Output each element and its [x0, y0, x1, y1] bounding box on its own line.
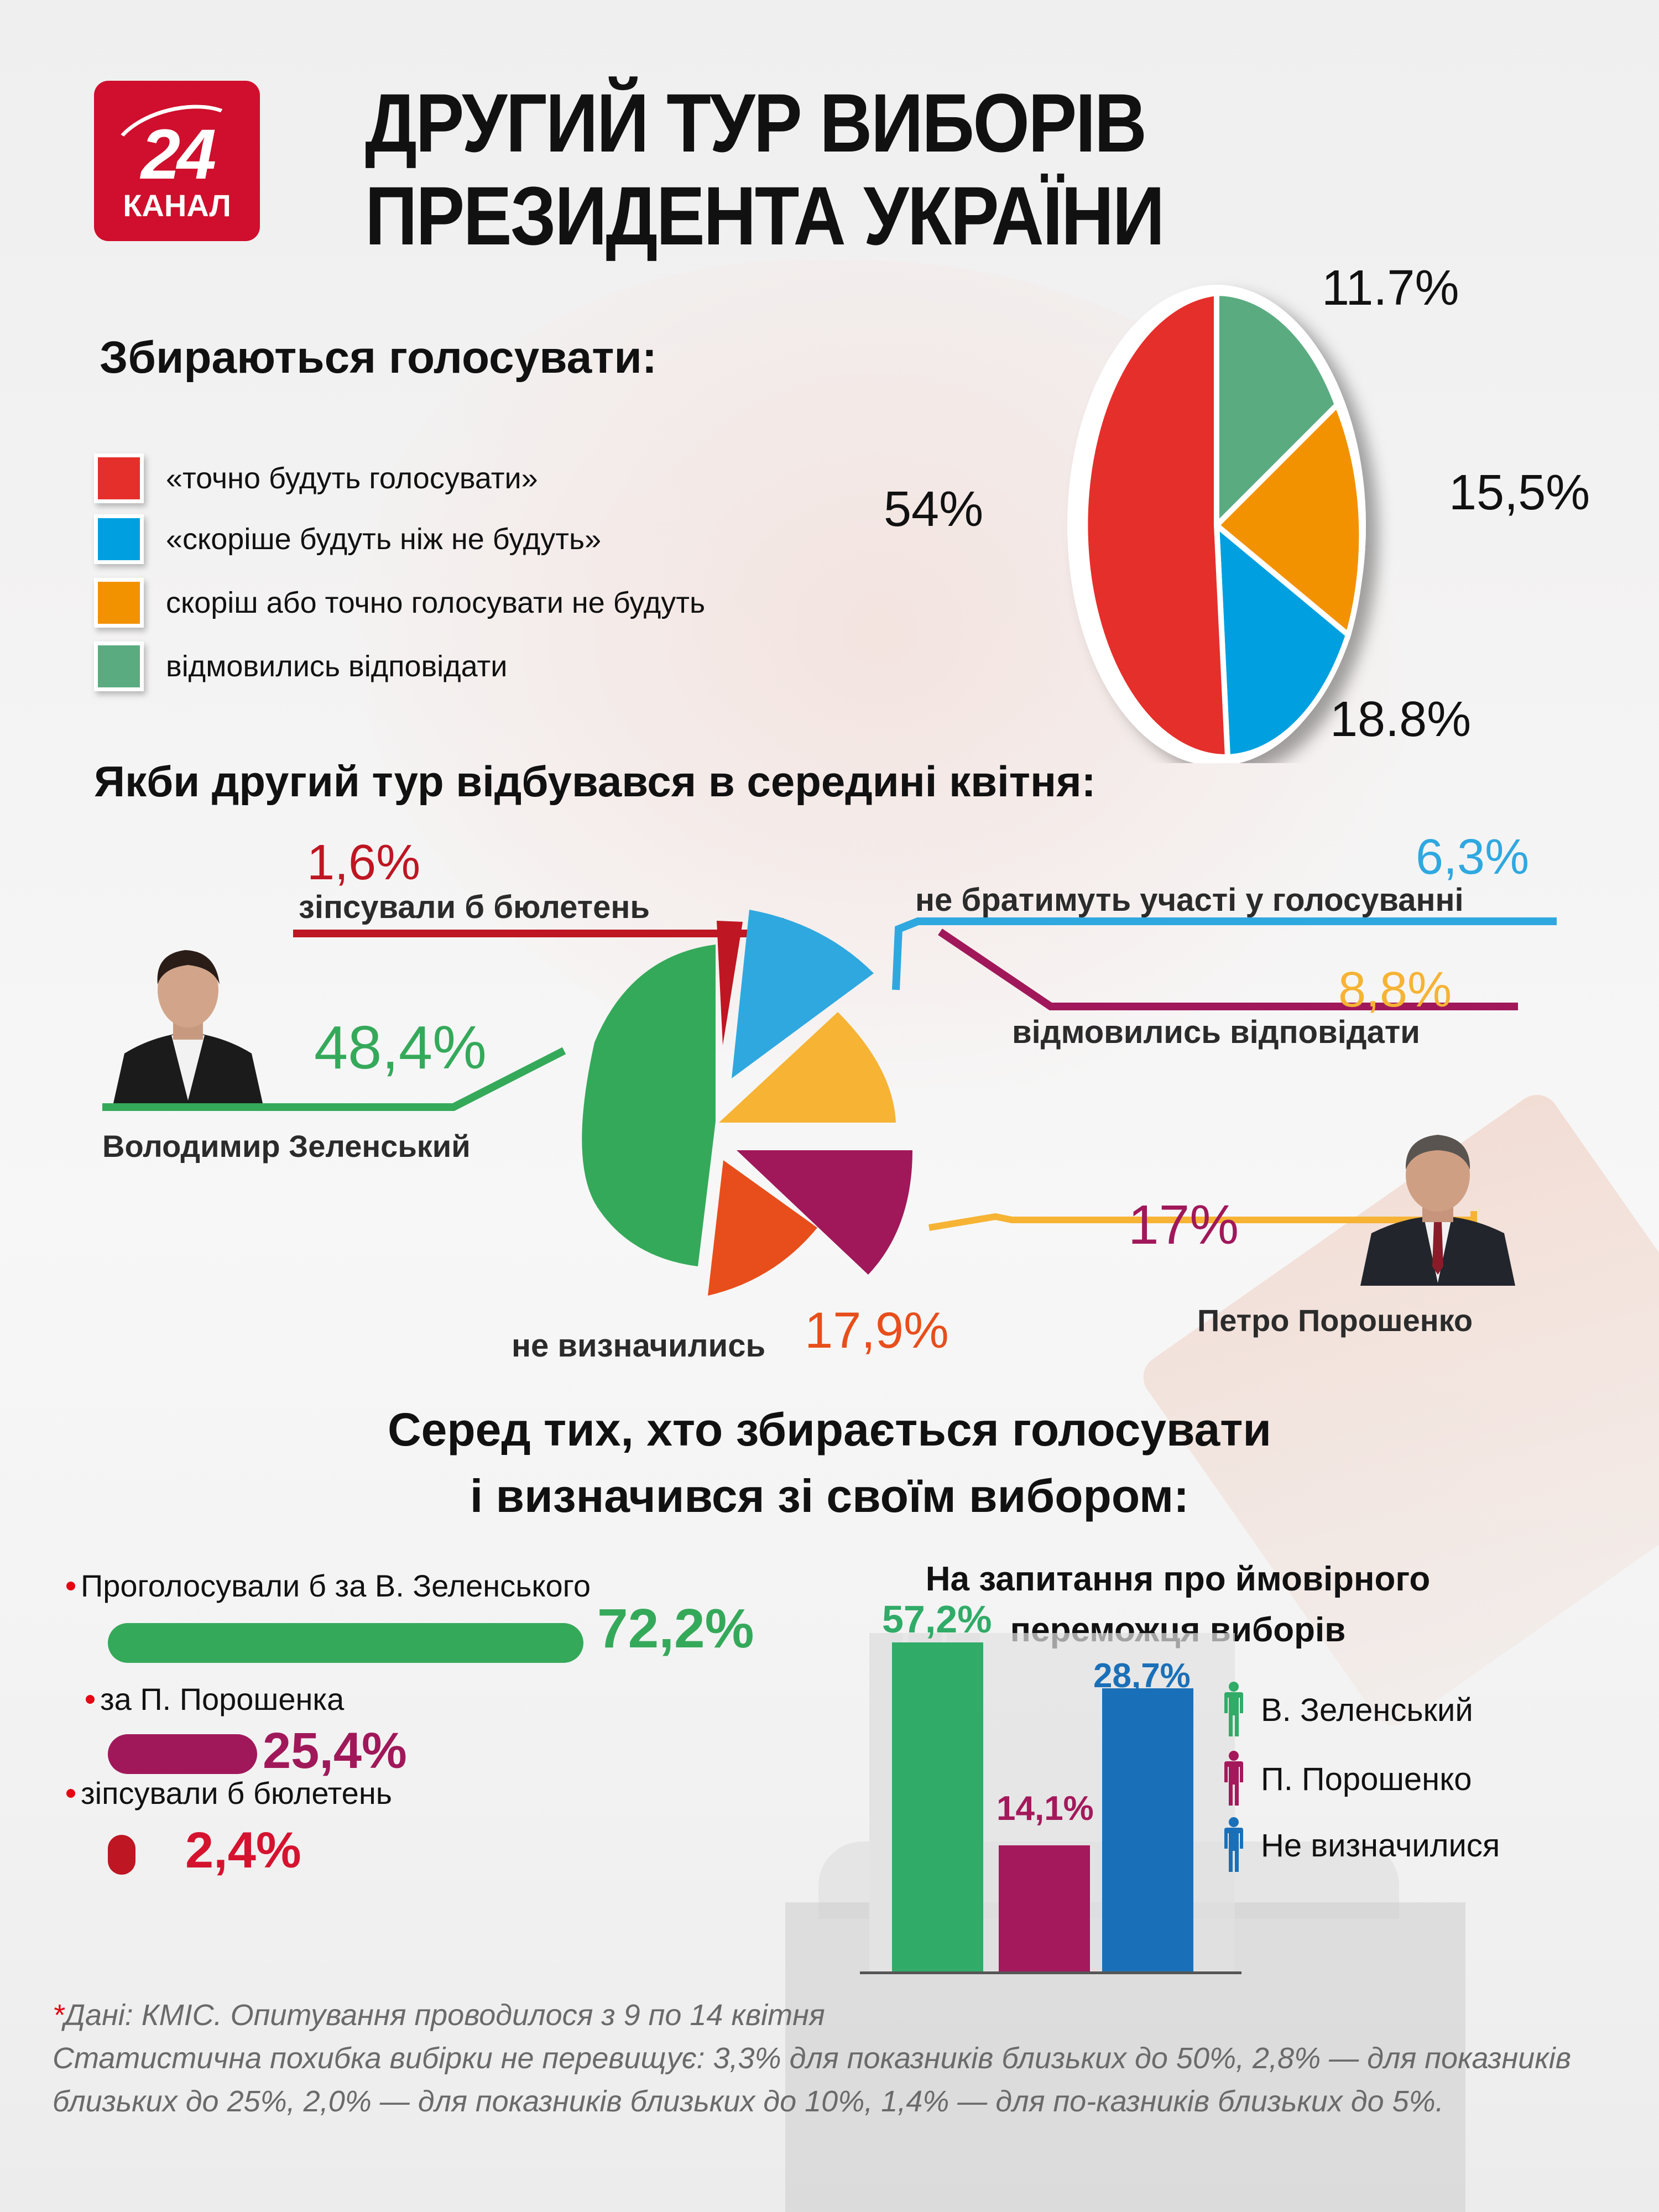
pie-chart-intent	[1067, 285, 1366, 763]
bar-label: Проголосували б за В. Зеленського	[66, 1568, 591, 1604]
legend-swatch-green	[94, 641, 144, 691]
bar-label-text: зіпсували б бюлетень	[81, 1776, 392, 1811]
pie-slice-refused	[1214, 290, 1340, 533]
page-title: ДРУГИЙ ТУР ВИБОРІВ ПРЕЗИДЕНТА УКРАЇНИ	[365, 76, 1338, 262]
pie-slice-spoiled	[717, 921, 743, 1045]
not-participate-value: 6,3%	[1416, 830, 1530, 885]
winner-bar-undecided	[1102, 1688, 1193, 1971]
bullet-dot-icon	[66, 1581, 75, 1590]
bar-label-text: Проголосували б за В. Зеленського	[81, 1568, 591, 1603]
pie-chart-second-round	[102, 910, 1557, 1296]
leader-line-refused	[928, 1211, 1477, 1231]
legend-item: відмовились відповідати	[94, 641, 507, 691]
legend-item: «скоріше будуть ніж не будуть»	[94, 514, 601, 564]
footnote-star: *	[53, 1999, 65, 2032]
zelensky-photo	[102, 935, 274, 1103]
bar-label-text: за П. Порошенка	[100, 1682, 345, 1717]
pie-slice-undecided	[708, 1160, 817, 1296]
zelensky-value: 48,4%	[314, 1014, 487, 1082]
winner-value-poroshenko: 14,1%	[997, 1790, 1094, 1828]
winner-legend-label: Не визначилися	[1261, 1827, 1500, 1864]
logo-text: КАНАЛ	[123, 188, 231, 223]
winner-legend-item: П. Порошенко	[1222, 1750, 1472, 1808]
pie-slice-refused-2	[719, 1012, 896, 1123]
winner-legend-label: П. Порошенко	[1261, 1761, 1472, 1797]
poroshenko-value: 17%	[1128, 1194, 1239, 1256]
bar-poroshenko-value: 25,4%	[263, 1723, 407, 1779]
undecided-label: не визначились	[512, 1328, 766, 1364]
legend-label: «скоріше будуть ніж не будуть»	[166, 523, 602, 556]
winner-legend-item: Не визначилися	[1222, 1817, 1500, 1874]
zelensky-name: Володимир Зеленський	[102, 1129, 471, 1164]
winner-bar-poroshenko	[999, 1845, 1090, 1971]
pie-slice-not-participate	[732, 910, 874, 1078]
pie-label-green: 11.7%	[1322, 260, 1459, 316]
poroshenko-photo	[1355, 1123, 1521, 1286]
spoiled-label: зіпсували б бюлетень	[299, 889, 650, 925]
pie-slice-wont-vote	[1212, 400, 1365, 640]
bullet-dot-icon	[86, 1694, 95, 1704]
refused-label: відмовились відповідати	[1012, 1014, 1420, 1050]
not-participate-label: не братимуть участі у голосуванні	[915, 882, 1464, 918]
winner-legend-item: В. Зеленський	[1222, 1681, 1473, 1739]
pie-slice-zelensky	[582, 945, 716, 1266]
title-line-1: ДРУГИЙ ТУР ВИБОРІВ	[365, 76, 1147, 169]
legend-label: «точно будуть голосувати»	[166, 462, 538, 495]
title-line-2: ПРЕЗИДЕНТА УКРАЇНИ	[365, 169, 1165, 262]
legend-label: скоріш або точно голосувати не будуть	[166, 586, 706, 619]
person-icon-green	[1224, 1682, 1243, 1736]
channel-24-logo: 24 КАНАЛ	[94, 81, 260, 241]
leader-line-zelensky	[102, 1047, 566, 1111]
pie-slice-poroshenko	[737, 1150, 912, 1275]
legend-swatch-blue	[94, 514, 144, 564]
poroshenko-name: Петро Порошенко	[1197, 1303, 1473, 1338]
section2-heading: Якби другий тур відбувався в середині кв…	[94, 757, 1096, 806]
leader-line-poroshenko	[938, 928, 1518, 1010]
pie-slice-likely-vote	[1213, 519, 1352, 760]
section1-heading: Збираються голосувати:	[100, 332, 658, 383]
section3-heading-line-1: Серед тих, хто збирається голосувати	[387, 1404, 1272, 1455]
bar-label: за П. Порошенка	[86, 1681, 344, 1717]
footer-source: *Дані: КМІС. Опитування проводилося з 9 …	[53, 1994, 1640, 2037]
person-icon-blue	[1224, 1817, 1243, 1872]
bar-spoiled	[108, 1835, 135, 1875]
winner-chart-title-line-1: На запитання про ймовірного	[925, 1560, 1431, 1598]
legend-label: відмовились відповідати	[166, 650, 508, 683]
footer-line-2: Статистична похибка вибірки не перевищує…	[53, 2042, 1571, 2118]
legend-swatch-red	[94, 453, 144, 503]
winner-bar-zelensky	[892, 1642, 983, 1971]
pie-label-orange: 15,5%	[1449, 465, 1590, 520]
legend-item: скоріш або точно голосувати не будуть	[94, 578, 705, 628]
winner-chart-axis	[860, 1971, 1241, 1974]
winner-value-zelensky: 57,2%	[882, 1598, 992, 1641]
legend-swatch-orange	[94, 578, 144, 628]
winner-value-undecided: 28,7%	[1093, 1657, 1191, 1695]
winner-legend-label: В. Зеленський	[1261, 1692, 1473, 1728]
bar-poroshenko	[108, 1734, 257, 1774]
leader-line-not-participate	[892, 917, 1557, 990]
bar-zelensky-value: 72,2%	[597, 1598, 754, 1660]
footer-note: *Дані: КМІС. Опитування проводилося з 9 …	[53, 1994, 1640, 2123]
bar-spoiled-value: 2,4%	[185, 1822, 301, 1879]
undecided-value: 17,9%	[805, 1302, 949, 1359]
spoiled-value: 1,6%	[307, 835, 421, 890]
section3-heading-line-2: і визначився зі своїм вибором:	[469, 1470, 1190, 1522]
person-icon-purple	[1224, 1751, 1243, 1806]
bar-zelensky	[108, 1623, 583, 1663]
pie-slice-will-vote	[1082, 290, 1231, 760]
footer-line-1: Дані: КМІС. Опитування проводилося з 9 п…	[64, 1999, 825, 2032]
pie-label-red: 54%	[884, 482, 984, 537]
winner-chart-title: На запитання про ймовірного переможця ви…	[863, 1554, 1493, 1656]
bar-label: зіпсували б бюлетень	[66, 1775, 392, 1811]
pie-label-blue: 18.8%	[1330, 692, 1472, 747]
bullet-dot-icon	[66, 1788, 75, 1798]
section3-heading: Серед тих, хто збирається голосувати і в…	[0, 1396, 1659, 1529]
refused-value: 8,8%	[1338, 962, 1452, 1018]
logo-number: 24	[140, 115, 216, 194]
legend-item: «точно будуть голосувати»	[94, 453, 538, 503]
